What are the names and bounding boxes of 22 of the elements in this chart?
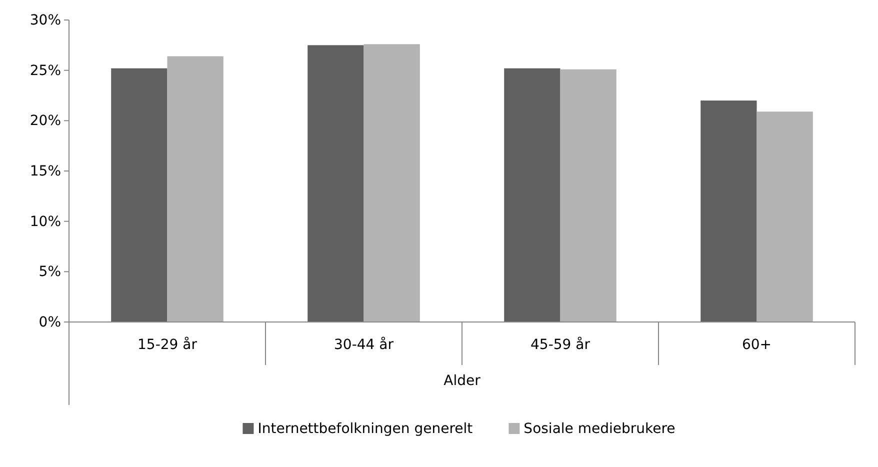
bar	[560, 69, 616, 322]
y-tick-label: 15%	[30, 163, 61, 180]
bar	[111, 68, 168, 322]
y-tick-label: 20%	[30, 113, 61, 130]
y-tick-label: 10%	[30, 214, 61, 230]
bar	[308, 45, 364, 322]
y-tick-label: 25%	[30, 62, 61, 79]
y-tick-label: 5%	[38, 264, 61, 280]
y-tick-label: 30%	[30, 12, 61, 28]
bar	[700, 100, 757, 322]
bar	[504, 68, 560, 322]
x-tick-label: 30-44 år	[334, 336, 394, 353]
x-tick-label: 45-59 år	[530, 336, 590, 353]
legend-label: Internettbefolkningen generelt	[258, 421, 474, 437]
legend-label: Sosiale mediebrukere	[524, 421, 676, 437]
bar	[364, 44, 420, 322]
x-axis-title: Alder	[444, 373, 481, 389]
bar	[167, 56, 224, 322]
x-tick-label: 60+	[742, 337, 772, 353]
y-tick-label: 0%	[38, 314, 61, 330]
x-tick-label: 15-29 år	[138, 336, 198, 353]
bar	[756, 112, 813, 322]
